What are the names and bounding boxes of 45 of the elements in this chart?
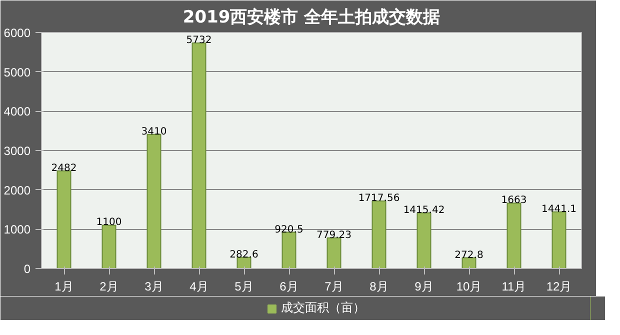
- data-label: 1100: [96, 217, 122, 228]
- bar: [416, 212, 432, 268]
- bar: [372, 200, 386, 268]
- data-label: 282.6: [230, 249, 258, 260]
- bar: [236, 256, 252, 268]
- x-tick-label: 4月: [190, 280, 208, 294]
- bar: [462, 257, 476, 268]
- x-tick-label: 10月: [456, 280, 482, 294]
- x-tick-label: 6月: [280, 280, 298, 294]
- chart-title: 2019西安楼市 全年土拍成交数据: [182, 8, 440, 28]
- y-tick-label: 3000: [4, 144, 31, 158]
- y-tick-label: 0: [24, 262, 31, 276]
- x-tick-label: 9月: [414, 280, 434, 294]
- legend-label: 成交面积（亩）: [281, 300, 365, 316]
- data-label: 3410: [141, 126, 167, 138]
- bar: [552, 211, 566, 268]
- y-tick-label: 1000: [4, 222, 31, 237]
- x-tick-label: 8月: [370, 280, 388, 294]
- y-tick-label: 6000: [4, 26, 31, 40]
- bar: [102, 224, 116, 268]
- x-tick-label: 12月: [546, 280, 572, 294]
- data-label: 5732: [186, 35, 212, 46]
- bar: [56, 170, 72, 268]
- x-tick-label: 11月: [502, 280, 526, 294]
- data-label: 2482: [51, 162, 77, 174]
- y-tick-label: 5000: [4, 65, 31, 80]
- x-tick-label: 5月: [234, 280, 254, 294]
- x-tick-label: 3月: [144, 280, 164, 294]
- data-label: 1415.42: [403, 204, 445, 216]
- data-label: 779.23: [316, 230, 352, 241]
- x-tick-label: 2月: [100, 280, 118, 294]
- y-tick-label: 4000: [4, 104, 31, 119]
- x-tick-label: 7月: [324, 280, 344, 294]
- bar: [192, 42, 206, 268]
- data-label: 1441.1: [542, 204, 577, 215]
- x-tick-label: 1月: [54, 280, 74, 294]
- bar: [506, 202, 522, 268]
- bar: [282, 232, 296, 268]
- bar: [146, 134, 162, 268]
- data-label: 1663: [501, 195, 527, 206]
- data-label: 272.8: [454, 250, 484, 261]
- data-label: 920.5: [274, 224, 304, 236]
- bar: [326, 237, 342, 268]
- data-label: 1717.56: [358, 192, 400, 204]
- y-tick-label: 2000: [4, 183, 31, 198]
